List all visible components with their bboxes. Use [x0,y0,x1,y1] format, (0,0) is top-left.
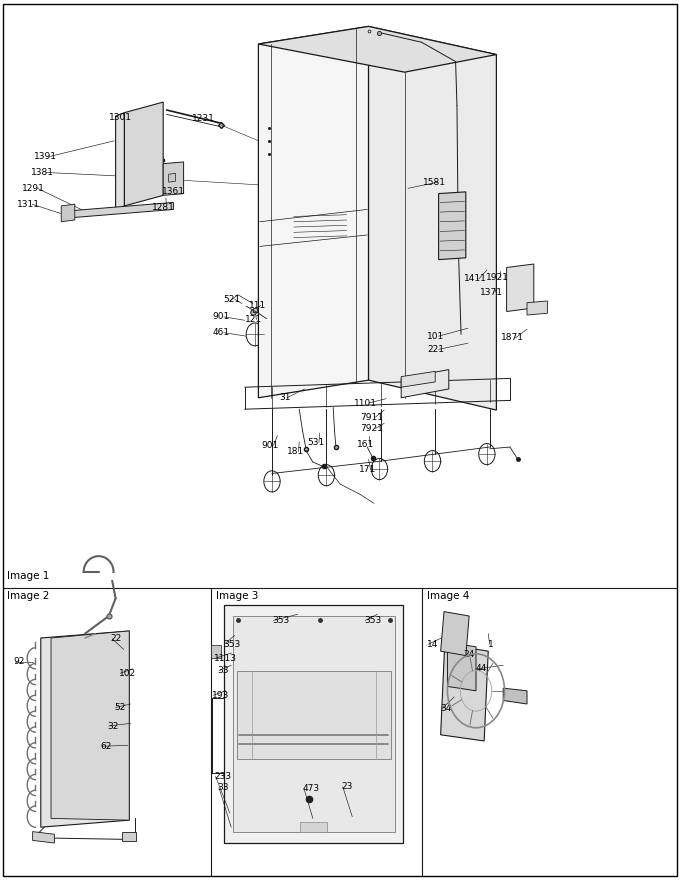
Text: 1231: 1231 [192,114,216,123]
Polygon shape [401,370,449,398]
Text: 233: 233 [214,772,231,781]
Polygon shape [258,26,369,398]
Polygon shape [503,688,527,704]
Polygon shape [122,832,136,841]
Text: 1391: 1391 [34,152,57,161]
Polygon shape [163,162,184,195]
Polygon shape [211,645,221,658]
Polygon shape [41,631,129,827]
Text: 1311: 1311 [17,200,40,209]
Text: 1291: 1291 [22,184,46,193]
Polygon shape [224,605,403,843]
Text: 353: 353 [364,616,381,625]
Polygon shape [169,173,175,182]
Text: 92: 92 [14,657,25,666]
Polygon shape [237,671,391,759]
Text: 1101: 1101 [354,399,377,407]
Text: 62: 62 [101,742,112,751]
Text: 52: 52 [114,703,126,712]
Text: 1921: 1921 [486,273,509,282]
Text: Image 4: Image 4 [427,591,469,601]
Text: 111: 111 [249,301,266,310]
Text: 33: 33 [218,783,229,792]
Polygon shape [441,612,469,656]
Polygon shape [401,371,435,387]
Text: 24: 24 [464,650,475,659]
Text: 1: 1 [488,640,494,649]
Text: 1411: 1411 [464,275,487,283]
Text: 1281: 1281 [152,203,175,212]
Text: 161: 161 [357,440,374,449]
Polygon shape [369,26,496,410]
Text: 23: 23 [341,782,353,791]
Text: 101: 101 [427,332,444,341]
Text: 32: 32 [107,722,119,730]
Polygon shape [33,832,54,843]
Text: Image 2: Image 2 [7,591,49,601]
Text: 7911: 7911 [360,413,384,422]
Text: 1581: 1581 [423,178,446,187]
Text: 1381: 1381 [31,168,54,177]
Text: 31: 31 [279,393,290,402]
Polygon shape [527,301,547,315]
Polygon shape [447,642,476,691]
Text: 531: 531 [307,438,324,447]
Polygon shape [65,202,173,218]
Polygon shape [116,113,124,209]
Text: 1871: 1871 [500,334,524,342]
Text: 353: 353 [272,616,289,625]
Text: Image 1: Image 1 [7,571,49,581]
Text: 1371: 1371 [480,288,503,297]
Text: 193: 193 [212,691,229,700]
Polygon shape [124,102,163,206]
Polygon shape [301,822,328,832]
Polygon shape [51,631,129,820]
Text: 1361: 1361 [162,187,185,196]
Text: 121: 121 [245,315,262,324]
Text: 181: 181 [287,447,304,456]
Text: 901: 901 [212,312,229,321]
Text: 521: 521 [223,295,240,304]
Polygon shape [61,204,75,222]
Polygon shape [439,192,466,260]
Text: 22: 22 [111,634,122,643]
Polygon shape [507,264,534,312]
Text: 1113: 1113 [214,654,237,663]
Text: 1301: 1301 [109,114,132,122]
Text: 171: 171 [359,466,376,474]
Text: 34: 34 [441,704,452,713]
Polygon shape [441,644,488,741]
Text: 102: 102 [119,669,136,678]
Text: 33: 33 [218,666,229,675]
Text: Image 3: Image 3 [216,591,258,601]
Text: 901: 901 [262,441,279,450]
Text: 473: 473 [303,784,320,793]
Text: 461: 461 [212,328,229,337]
Text: 353: 353 [223,640,240,649]
Text: 44: 44 [476,664,488,673]
Text: 7921: 7921 [360,424,384,433]
Polygon shape [258,26,496,72]
Text: 221: 221 [427,345,444,354]
Polygon shape [233,616,395,832]
Text: 14: 14 [427,640,439,649]
